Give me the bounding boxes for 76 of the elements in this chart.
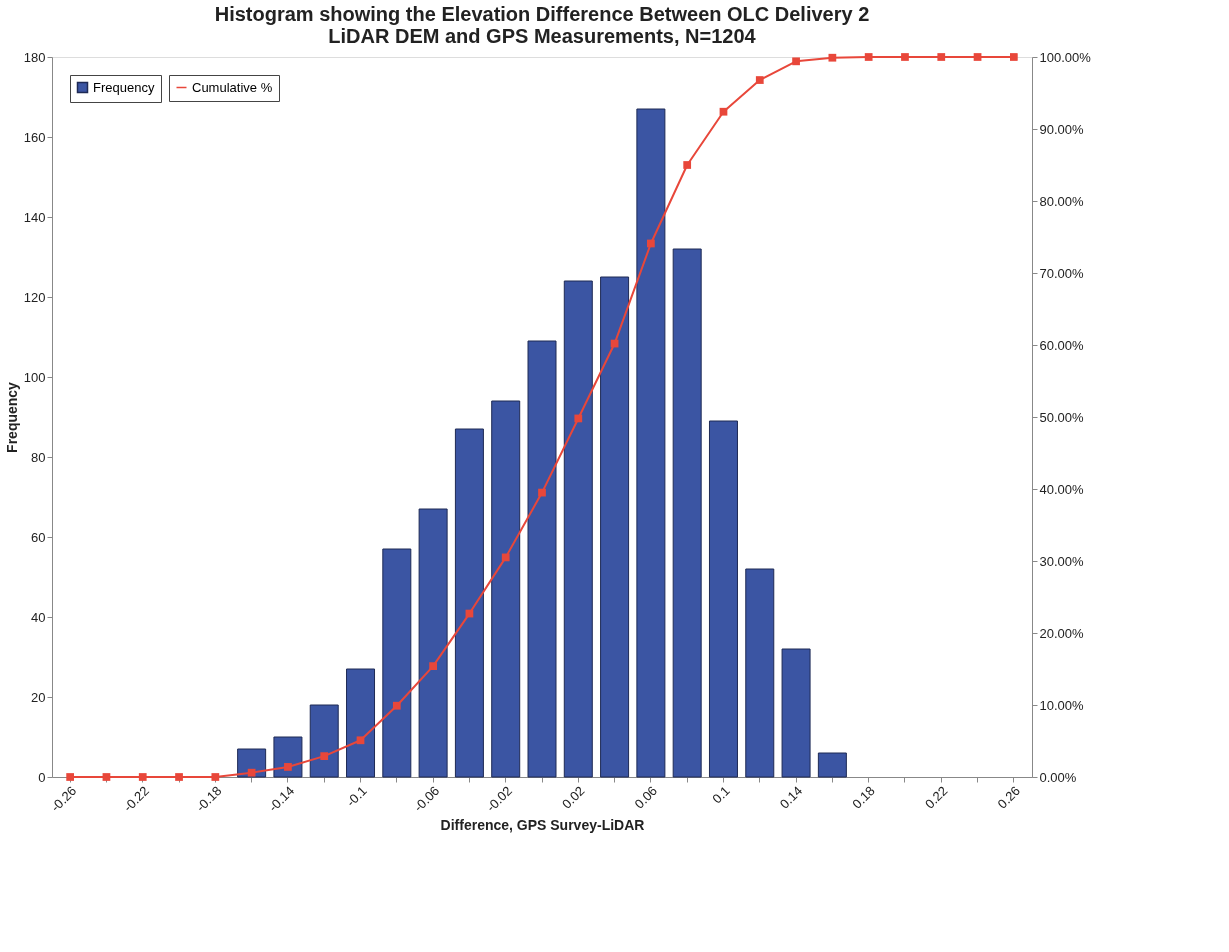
bar xyxy=(309,704,339,778)
bar xyxy=(781,648,811,778)
point xyxy=(211,773,220,781)
point xyxy=(683,161,692,169)
x-axis-title: Difference, GPS Survey-LiDAR xyxy=(440,816,645,833)
bar xyxy=(600,276,630,778)
bar xyxy=(527,340,557,778)
text: Histogram showing the Elevation Difference Between OLC Delivery 2 xyxy=(214,3,870,25)
point xyxy=(901,53,909,61)
y-tick-label: 20 xyxy=(31,689,46,705)
y2-tick-label: 10.00% xyxy=(1039,697,1085,713)
bar xyxy=(563,280,593,778)
text: LiDAR DEM and GPS Measurements, N=1204 xyxy=(328,25,756,47)
point xyxy=(66,773,75,781)
x-tick-label: 0.06 xyxy=(631,783,661,812)
y-tick-label: 60 xyxy=(31,529,46,545)
y-tick-label: 160 xyxy=(23,129,46,145)
legend-label: Frequency xyxy=(93,79,155,95)
x-tick-label: 0.14 xyxy=(776,783,806,812)
bar xyxy=(491,400,521,778)
point xyxy=(864,53,873,61)
point xyxy=(792,57,800,66)
point xyxy=(828,53,837,62)
point xyxy=(937,53,946,61)
y-tick-label: 120 xyxy=(23,289,46,305)
point xyxy=(574,414,583,423)
y-tick-label: 40 xyxy=(31,609,46,625)
y-axis-title: Frequency xyxy=(3,381,20,453)
point xyxy=(755,76,764,84)
y2-tick-label: 30.00% xyxy=(1039,553,1085,569)
bar xyxy=(382,548,412,778)
bar xyxy=(346,668,376,778)
y2-tick-label: 70.00% xyxy=(1039,265,1085,281)
x-tick-label: 0.18 xyxy=(849,783,878,812)
point xyxy=(247,768,256,777)
bar xyxy=(672,248,702,778)
legend-label: Cumulative % xyxy=(192,79,273,95)
x-tick-label: 0.26 xyxy=(994,783,1024,812)
point xyxy=(356,736,365,745)
x-tick-label: 0.1 xyxy=(709,783,733,807)
point xyxy=(320,752,329,760)
bar xyxy=(817,752,847,778)
x-tick-label: -0.1 xyxy=(343,783,370,810)
point xyxy=(719,107,728,116)
point xyxy=(1009,53,1018,61)
point xyxy=(392,701,401,710)
y2-tick-label: 0.00% xyxy=(1039,769,1077,785)
y-tick-label: 100 xyxy=(23,369,46,385)
x-tick-label: 0.22 xyxy=(921,783,951,812)
point xyxy=(973,53,982,61)
y2-tick-label: 40.00% xyxy=(1039,481,1085,497)
y2-tick-label: 80.00% xyxy=(1039,193,1085,209)
y2-tick-label: 100.00% xyxy=(1039,49,1092,65)
point xyxy=(102,773,111,781)
point xyxy=(138,773,147,781)
y-tick-label: 0 xyxy=(38,769,46,785)
y2-tick-label: 90.00% xyxy=(1039,121,1085,137)
y2-tick-label: 60.00% xyxy=(1039,337,1085,353)
point xyxy=(175,773,183,781)
point xyxy=(429,662,437,670)
point xyxy=(538,488,546,497)
bar xyxy=(636,108,666,778)
y-tick-label: 180 xyxy=(23,49,46,65)
point xyxy=(647,239,655,248)
y-tick-label: 80 xyxy=(31,449,46,465)
bar xyxy=(708,420,738,778)
point xyxy=(501,553,510,562)
bar xyxy=(745,568,775,778)
y2-tick-label: 50.00% xyxy=(1039,409,1085,425)
bar xyxy=(454,428,484,778)
point xyxy=(284,763,292,771)
x-tick-label: 0.02 xyxy=(558,783,588,812)
bar xyxy=(418,508,448,778)
bar xyxy=(273,736,303,778)
y2-tick-label: 20.00% xyxy=(1039,625,1085,641)
y-tick-label: 140 xyxy=(23,209,46,225)
